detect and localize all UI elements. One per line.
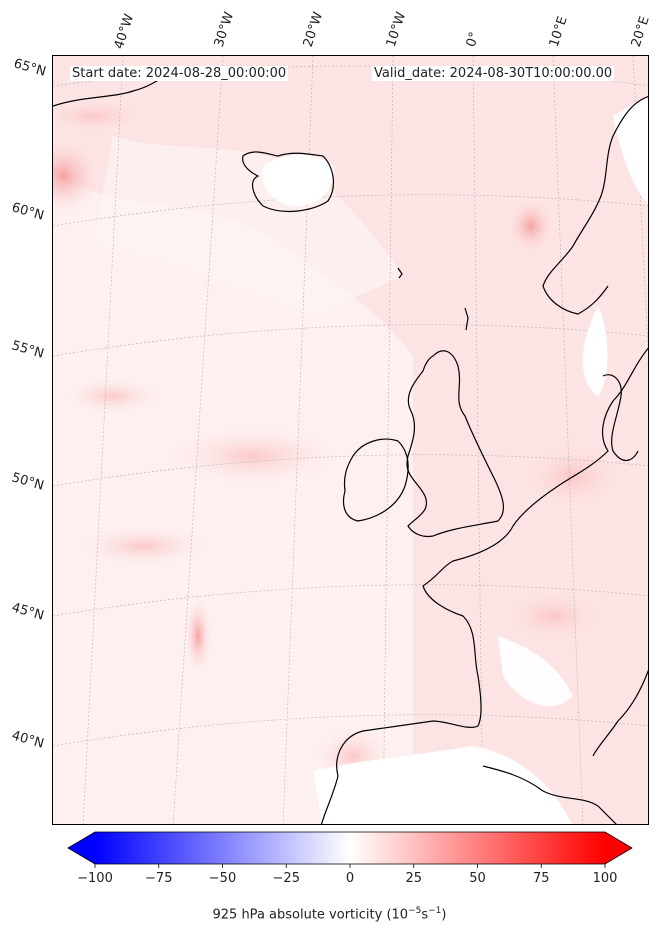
vorticity-map [52, 55, 649, 825]
coastline-shetland [464, 307, 469, 331]
lon-label-40w: 40°W [111, 12, 138, 51]
colorbar [67, 831, 633, 868]
vort-blob [73, 526, 213, 566]
land-areas [262, 96, 648, 824]
valid-date-label: Valid_date: 2024-08-30T10:00:00.00 [372, 66, 615, 81]
field-light-area [53, 176, 413, 824]
lon-label-20w: 20°W [300, 10, 327, 49]
colorbar-tick-marks [94, 864, 606, 868]
vort-blob [53, 96, 153, 136]
colorbar-title: 925 hPa absolute vorticity (10−5s−1) [212, 906, 447, 923]
colorbar-tick-label: −50 [208, 871, 237, 886]
lon-label-10e: 10°E [546, 14, 571, 50]
coastline-iceland [242, 151, 335, 212]
lat-label-40n: 40°N [9, 728, 46, 752]
vort-blob [493, 586, 613, 646]
coastline-great-britain [406, 350, 505, 538]
lon-label-20e: 20°E [628, 14, 653, 50]
colorbar-tick-label: 100 [592, 871, 618, 886]
coastline-italy [592, 669, 648, 757]
colorbar-tick-label: 50 [469, 871, 486, 886]
colorbar-extend-high [605, 832, 632, 864]
lon-label-30w: 30°W [211, 10, 238, 49]
colorbar-extend-low [68, 832, 95, 864]
start-date-label: Start date: 2024-08-28_00:00:00 [70, 66, 289, 81]
field-light-area-2 [93, 136, 403, 316]
colorbar-tick-label: 25 [405, 871, 423, 886]
lat-label-45n: 45°N [9, 600, 46, 624]
vort-blob [63, 378, 163, 414]
lat-label-65n: 65°N [11, 56, 48, 80]
coastline-europe [320, 347, 648, 824]
vort-blob [506, 196, 556, 256]
colorbar-tick-label: 0 [345, 871, 355, 886]
coastline-denmark [602, 374, 639, 461]
coastline-faroe [397, 267, 403, 279]
colorbar-tick-label: −75 [145, 871, 173, 886]
colorbar-gradient [95, 832, 605, 864]
lon-label-0: 0° [463, 30, 483, 49]
coastline-ireland [342, 438, 409, 522]
colorbar-tick-label: 75 [532, 871, 550, 886]
map-canvas [53, 56, 648, 824]
lat-label-55n: 55°N [9, 338, 46, 362]
lon-label-10w: 10°W [383, 10, 410, 49]
vort-blob [184, 596, 212, 676]
vort-blob [163, 426, 343, 486]
lat-label-50n: 50°N [9, 470, 46, 494]
coastlines [53, 70, 648, 824]
coastline-mediterranean [482, 765, 617, 824]
vort-blob [53, 136, 103, 216]
lat-label-60n: 60°N [9, 200, 46, 224]
coastline-norway [542, 96, 648, 315]
colorbar-tick-label: −100 [77, 871, 113, 886]
colorbar-tick-label: −25 [272, 871, 300, 886]
